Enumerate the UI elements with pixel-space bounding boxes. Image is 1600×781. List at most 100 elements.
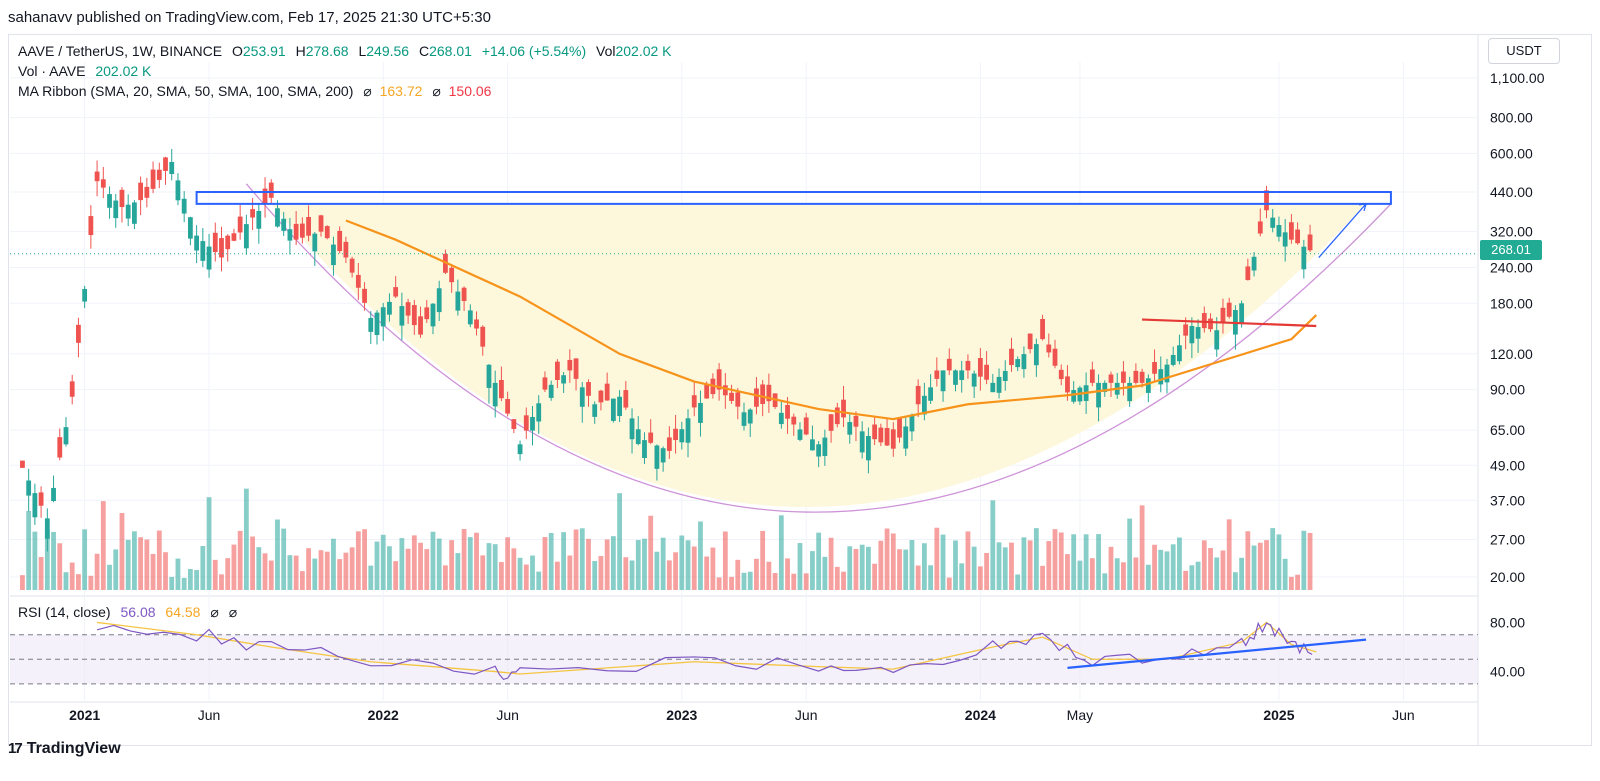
candle-body: [505, 399, 511, 414]
volume-bar: [903, 549, 909, 590]
candle-body: [492, 382, 498, 407]
candle-body: [1065, 376, 1070, 393]
volume-bar: [554, 561, 560, 590]
candle-body: [679, 429, 685, 443]
volume-bar: [573, 529, 579, 590]
x-tick-label: May: [1067, 707, 1093, 723]
volume-bar: [878, 540, 884, 590]
candle-body: [1251, 256, 1257, 271]
volume-bar: [610, 536, 616, 590]
volume-bar: [716, 577, 722, 590]
volume-bar: [884, 528, 890, 590]
volume-bar: [530, 555, 535, 590]
volume-bar: [984, 552, 989, 590]
volume-bar: [1183, 570, 1189, 590]
volume-bar: [679, 535, 685, 590]
volume-bar: [194, 570, 200, 590]
volume-bar: [859, 544, 865, 590]
candle-body: [946, 358, 952, 371]
currency-selector[interactable]: USDT: [1488, 38, 1560, 64]
candle-body: [996, 376, 1002, 393]
volume-bar: [754, 558, 759, 590]
candle-body: [1139, 371, 1145, 383]
candle-body: [113, 200, 119, 219]
candle-body: [1164, 364, 1170, 383]
candle-body: [523, 415, 529, 431]
rsi-label[interactable]: RSI (14, close): [18, 604, 111, 620]
x-tick-label: 2023: [666, 707, 697, 723]
volume-bar: [287, 555, 293, 590]
volume-indicator-label[interactable]: Vol · AAVE: [18, 63, 86, 79]
volume-bar: [1033, 528, 1039, 590]
candle-body: [107, 194, 112, 208]
x-tick-label: 2021: [69, 707, 100, 723]
ma-ribbon-label[interactable]: MA Ribbon (SMA, 20, SMA, 50, SMA, 100, S…: [18, 83, 354, 99]
candle-body: [698, 402, 703, 423]
candle-body: [399, 306, 405, 326]
candle-body: [88, 216, 94, 236]
candle-body: [57, 437, 63, 458]
ma-value-1: 163.72: [379, 83, 423, 99]
y-tick-label: 65.00: [1490, 422, 1525, 438]
candle-body: [144, 186, 150, 198]
candle-body: [1027, 333, 1033, 350]
low-label: L: [358, 43, 367, 59]
candle-body: [1201, 313, 1207, 329]
candle-body: [841, 399, 846, 418]
candle-body: [156, 169, 162, 180]
candle-body: [722, 385, 728, 396]
legend-volume-row: Vol · AAVE 202.02 K: [18, 61, 678, 81]
candle-body: [69, 381, 75, 397]
volume-bar: [449, 540, 455, 590]
volume-bar: [125, 539, 131, 590]
candle-body: [362, 288, 367, 303]
volume-bar: [1226, 519, 1232, 590]
candle-body: [1089, 369, 1095, 383]
volume-bar: [225, 558, 231, 590]
volume-bar: [592, 561, 598, 590]
candle-body: [281, 218, 287, 231]
candle-body: [853, 415, 859, 427]
volume-bar: [499, 562, 504, 590]
volume-bar: [299, 571, 305, 590]
candle-body: [499, 379, 504, 399]
candle-body: [1102, 382, 1108, 392]
volume-bar: [691, 546, 697, 590]
candle-body: [119, 189, 125, 208]
volume-bar: [1127, 518, 1133, 590]
volume-bar: [934, 527, 940, 590]
candle-body: [953, 370, 958, 385]
volume-bar: [100, 501, 106, 590]
candle-body: [1264, 190, 1269, 211]
candle-body: [530, 416, 535, 431]
volume-bar: [256, 547, 262, 590]
volume-bar: [324, 551, 330, 590]
volume-bar: [443, 565, 448, 590]
ma-line: [345, 219, 1318, 421]
volume-bar: [399, 538, 405, 590]
open-value: 253.91: [242, 43, 286, 59]
candle-body: [660, 448, 666, 463]
volume-bar: [306, 548, 311, 590]
candle-body: [1052, 348, 1058, 366]
volume-bar: [1083, 534, 1089, 590]
candle-body: [163, 157, 168, 171]
candle-body: [903, 426, 909, 449]
volume-bar: [890, 533, 896, 590]
y-tick-label: 120.00: [1490, 346, 1533, 362]
volume-bar: [1009, 542, 1014, 590]
candle-body: [673, 428, 678, 441]
symbol-name[interactable]: AAVE / TetherUS, 1W, BINANCE: [18, 43, 223, 59]
y-tick-label: 37.00: [1490, 492, 1525, 508]
candle-body: [1015, 359, 1021, 368]
volume-bar: [946, 577, 952, 590]
volume-bar: [548, 533, 554, 590]
candle-body: [977, 358, 983, 377]
volume-bar: [107, 564, 112, 590]
volume-bar: [1214, 557, 1220, 590]
candle-body: [63, 427, 69, 445]
candle-body: [610, 398, 616, 421]
candle-body: [648, 432, 654, 443]
rsi-tick-label: 40.00: [1490, 664, 1525, 680]
